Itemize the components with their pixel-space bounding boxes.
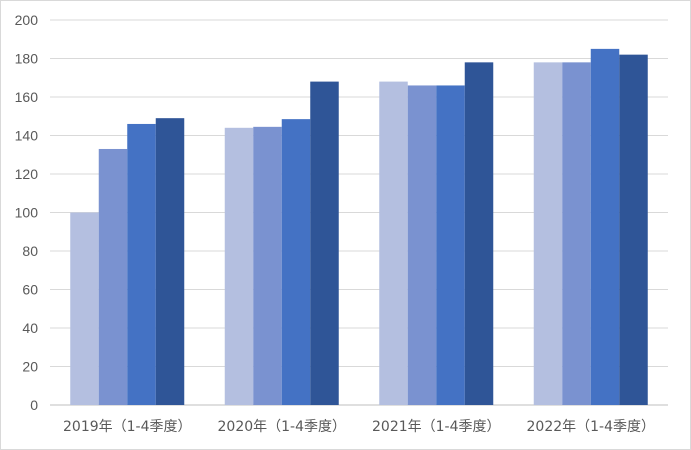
bar-series-4-category-2: [310, 81, 339, 405]
bar-series-2-category-1: [98, 148, 128, 405]
bar-series-3-category-2: [281, 119, 311, 405]
bar-series-2-category-4: [562, 62, 591, 405]
bar-series-4-category-3: [464, 62, 494, 405]
x-category-label: 2019年（1-4季度）: [63, 419, 192, 435]
bar-series-3-category-4: [590, 48, 620, 405]
x-category-label: 2020年（1-4季度）: [218, 419, 347, 435]
bar-series-1-category-1: [70, 212, 99, 405]
y-tick-label: 200: [15, 12, 39, 28]
y-tick-label: 140: [15, 128, 39, 144]
x-category-label: 2022年（1-4季度）: [527, 419, 656, 435]
x-axis: 2019年（1-4季度） 2020年（1-4季度） 2021年（1-4季度） 2022…: [63, 419, 655, 435]
y-tick-label: 80: [22, 243, 38, 259]
bar-series-2-category-2: [253, 126, 282, 406]
y-tick-label: 20: [22, 359, 38, 375]
bar-series-1-category-4: [533, 62, 563, 405]
y-tick-label: 100: [15, 205, 39, 221]
bar-series-2-category-3: [407, 85, 437, 405]
bar-series-1-category-3: [379, 81, 408, 405]
bar-series-4-category-1: [155, 118, 185, 406]
bar-series-1-category-2: [224, 127, 254, 406]
bar-series-3-category-3: [436, 85, 465, 405]
y-tick-label: 120: [15, 166, 39, 182]
bar-series-3-category-1: [127, 123, 156, 405]
x-category-label: 2021年（1-4季度）: [372, 419, 501, 435]
y-axis: 0 20 40 60 80 100 120 140 160 180 200: [15, 12, 39, 413]
y-tick-label: 180: [15, 51, 39, 67]
y-tick-label: 160: [15, 89, 39, 105]
bar-series-4-category-4: [619, 54, 648, 406]
y-tick-label: 0: [30, 397, 38, 413]
y-tick-label: 60: [22, 282, 38, 298]
bars: [70, 48, 648, 406]
y-tick-label: 40: [22, 320, 38, 336]
